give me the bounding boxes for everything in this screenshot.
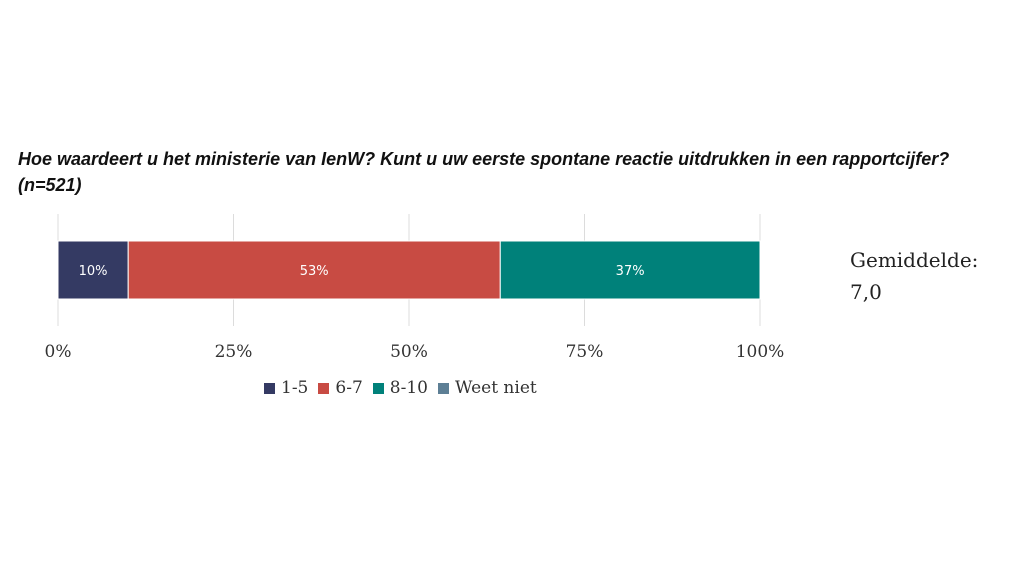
chart-title: Hoe waardeert u het ministerie van IenW?… [18, 146, 1018, 198]
bar-segment-6-7 [127, 240, 501, 300]
bar-segments: 10% 53% 37% [57, 240, 761, 300]
legend-swatch [437, 382, 449, 394]
data-label: 10% [79, 264, 108, 279]
x-tick-label: 75% [566, 342, 604, 362]
x-tick-label: 25% [215, 342, 253, 362]
legend-label: Weet niet [454, 378, 537, 398]
data-label: 53% [300, 264, 329, 279]
legend: 1-5 6-7 8-10 Weet niet [264, 378, 537, 398]
x-tick-label: 0% [45, 342, 72, 362]
legend-swatch [318, 382, 330, 394]
legend-label: 8-10 [389, 378, 428, 398]
x-axis-ticks: 0% 25% 50% 75% 100% [45, 342, 785, 362]
data-label: 37% [616, 264, 645, 279]
average-label: Gemiddelde: [850, 248, 979, 272]
legend-item: Weet niet [437, 378, 537, 398]
average-annotation: Gemiddelde: 7,0 [850, 244, 978, 308]
x-tick-label: 100% [736, 342, 785, 362]
average-value: 7,0 [850, 280, 882, 304]
legend-swatch [372, 382, 384, 394]
chart-title-line2: (n=521) [18, 175, 82, 195]
chart-title-line1: Hoe waardeert u het ministerie van IenW?… [18, 149, 950, 169]
legend-label: 1-5 [281, 378, 309, 398]
legend-item: 6-7 [318, 378, 363, 398]
x-tick-label: 50% [390, 342, 428, 362]
legend-swatch [264, 382, 275, 394]
bar-segment-1-5 [57, 240, 129, 300]
legend-item: 1-5 [264, 378, 308, 398]
bar-segment-8-10 [499, 240, 761, 300]
legend-item: 8-10 [372, 378, 428, 398]
legend-label: 6-7 [335, 378, 363, 398]
